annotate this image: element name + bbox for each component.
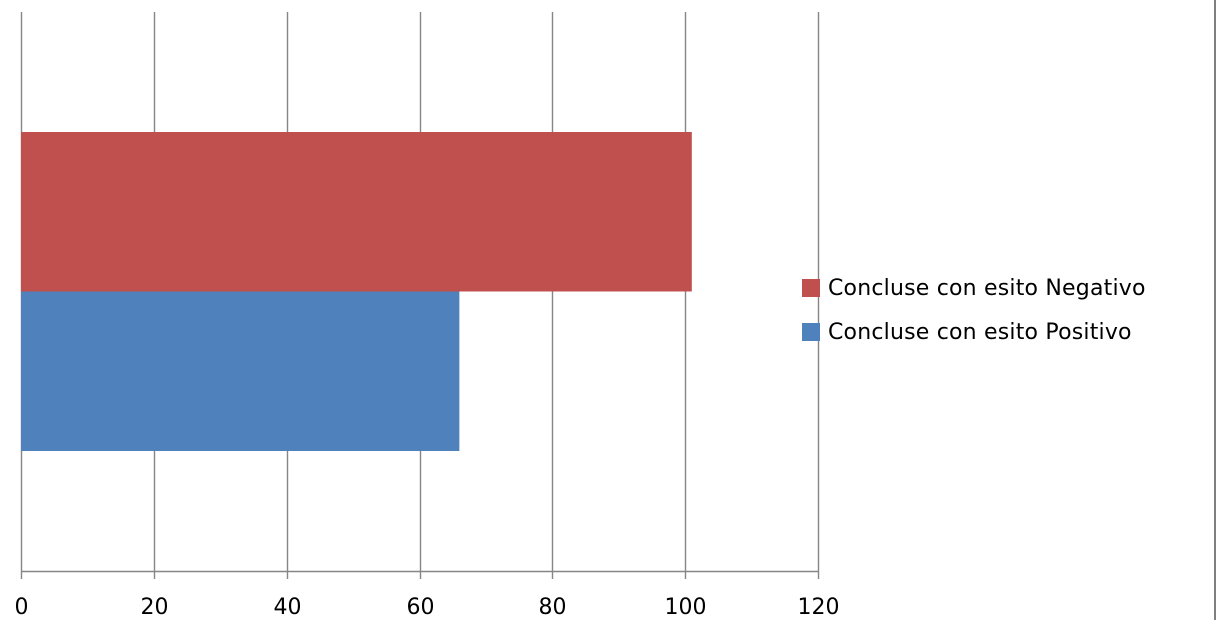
legend: Concluse con esito Negativo Concluse con… [802, 272, 1212, 360]
legend-swatch-negativo [802, 279, 820, 297]
legend-item-positivo: Concluse con esito Positivo [802, 316, 1212, 348]
x-tick-label-4: 80 [539, 595, 567, 620]
legend-label-negativo: Concluse con esito Negativo [828, 275, 1146, 301]
x-tick-label-2: 40 [274, 595, 302, 620]
x-axis [20, 570, 820, 579]
x-tick-label-0: 0 [15, 595, 29, 620]
bar-series-0-category-0 [21, 132, 692, 292]
bars [21, 132, 692, 451]
x-axis-tick-labels: 0 20 40 60 80 100 120 [15, 595, 840, 620]
legend-swatch-positivo [802, 323, 820, 341]
x-tick-label-5: 100 [665, 595, 707, 620]
legend-item-negativo: Concluse con esito Negativo [802, 272, 1212, 304]
bar-series-1-category-0 [21, 291, 460, 451]
legend-label-positivo: Concluse con esito Positivo [828, 319, 1132, 345]
x-tick-label-6: 120 [798, 595, 840, 620]
x-tick-label-3: 60 [407, 595, 435, 620]
x-tick-label-1: 20 [141, 595, 169, 620]
